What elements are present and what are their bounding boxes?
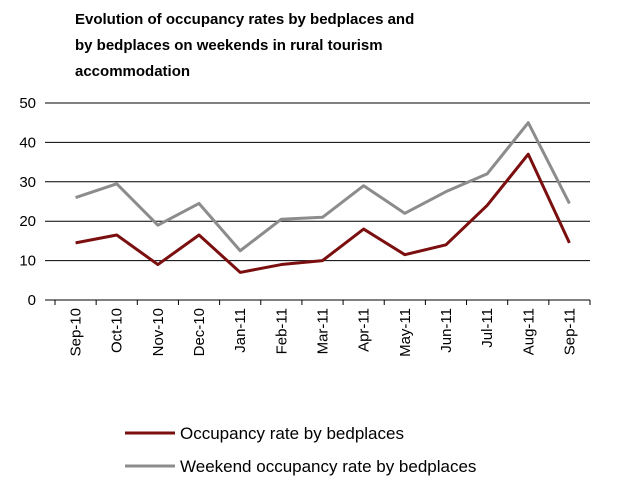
y-tick-label: 10 — [19, 253, 36, 270]
legend-label: Occupancy rate by bedplaces — [180, 424, 404, 443]
legend-label: Weekend occupancy rate by bedplaces — [180, 457, 476, 476]
y-tick-label: 50 — [19, 95, 36, 112]
y-tick-label: 30 — [19, 174, 36, 191]
x-tick-label: Sep-10 — [68, 308, 85, 356]
x-tick-label: Jun-11 — [438, 308, 455, 353]
x-tick-label: Feb-11 — [273, 308, 290, 354]
x-tick-label: Apr-11 — [356, 308, 373, 352]
x-tick-label: Sep-11 — [561, 308, 578, 355]
x-tick-label: Mar-11 — [315, 308, 332, 354]
y-tick-label: 0 — [28, 292, 36, 309]
chart-title: Evolution of occupancy rates by bedplace… — [75, 11, 414, 80]
y-tick-label: 40 — [19, 134, 36, 151]
x-tick-label: Nov-10 — [150, 308, 167, 356]
x-tick-label: Aug-11 — [520, 308, 537, 355]
title-line: Evolution of occupancy rates by bedplace… — [75, 11, 414, 28]
x-tick-label: Oct-10 — [109, 308, 126, 353]
x-tick-label: May-11 — [397, 308, 414, 357]
title-line: by bedplaces on weekends in rural touris… — [75, 37, 383, 54]
x-tick-label: Jan-11 — [232, 308, 249, 353]
series-line — [75, 152, 571, 274]
x-tick-label: Jul-11 — [479, 308, 496, 348]
series-line — [75, 121, 571, 253]
y-tick-label: 20 — [19, 213, 36, 230]
x-tick-label: Dec-10 — [191, 308, 208, 356]
title-line: accommodation — [75, 63, 190, 80]
